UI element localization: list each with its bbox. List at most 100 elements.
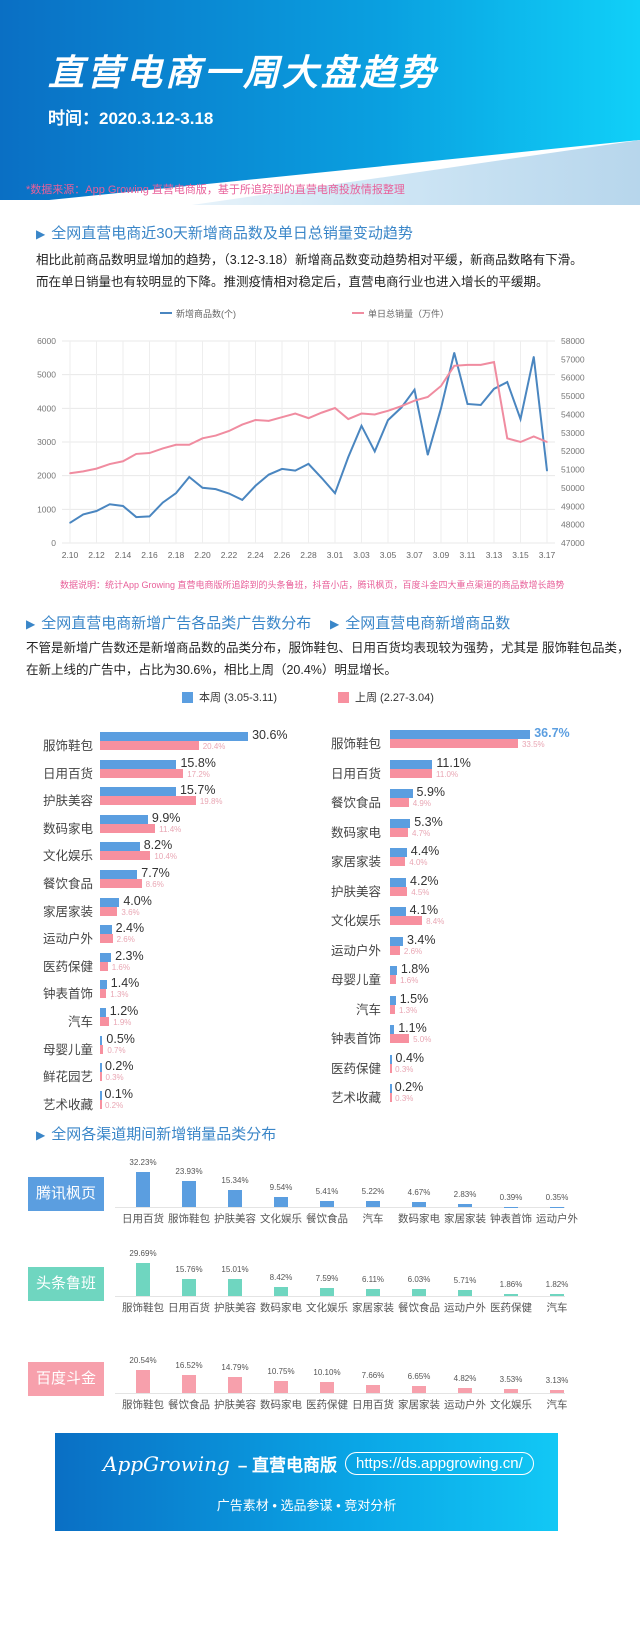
legend-swatch [338,691,349,703]
value-label-last-week: 5.0% [413,1035,432,1044]
x-tick: 2.24 [247,550,264,560]
legend-this-week: 本周 (3.05-3.11) [182,689,277,705]
y-right-tick: 52000 [561,446,585,456]
section-title: 全网直营电商新增广告各品类广告数分布 [41,615,312,632]
value-label-this-week: 0.1% [104,1086,133,1101]
value-label-this-week: 36.7% [534,726,570,740]
data-point [320,411,323,414]
category-label: 家居家装 [352,1302,394,1314]
column-bar [228,1190,242,1207]
bar-this-week [100,1008,106,1017]
value-label: 5.71% [453,1275,477,1285]
x-tick: 2.28 [300,550,317,560]
category-label: 护肤美容 [214,1399,256,1411]
data-point [373,450,376,453]
bar-this-week [100,925,112,935]
data-point [135,453,138,455]
value-label: 29.69% [129,1249,157,1259]
value-label: 1.82% [545,1279,569,1289]
data-point [281,468,283,470]
data-point [228,430,230,432]
bar-this-week [100,732,249,741]
value-label: 6.11% [361,1275,385,1285]
page-title: 直营电商一周大盘趋势 [48,52,439,93]
bar-last-week [100,1072,102,1082]
column-bar [412,1289,426,1296]
paragraph-line: 而在单日销量也有较明显的下降。推测疫情相对稳定后，直营电商行业也进入增长的平缓期… [36,275,549,289]
x-tick: 2.14 [115,550,132,560]
value-label-last-week: 19.8% [199,797,223,807]
y-left-tick: 5000 [37,370,56,380]
category-label: 数码家电 [42,821,93,836]
feature-list: 广告素材 • 选品参谋 • 竞对分析 [216,1498,397,1513]
value-label: 5.41% [315,1187,339,1197]
category-label: 护肤美容 [214,1302,256,1314]
column-bar [412,1201,426,1207]
data-point [519,418,522,420]
data-point [294,469,297,472]
legend-last-week: 上周 (2.27-3.04) [338,689,434,705]
column-bar [504,1293,518,1296]
data-point [307,463,310,465]
bar-this-week [390,1054,392,1064]
data-point [493,361,495,363]
channel-label-toutiao: 头条鲁班 [28,1267,104,1301]
data-point [532,356,535,358]
legend-swatch [182,691,193,703]
value-label: 8.42% [269,1272,293,1282]
bar-this-week [390,759,433,769]
category-label: 餐饮食品 [306,1213,348,1225]
time-range: 时间：2020.3.12-3.18 [48,109,214,128]
y-left-tick: 2000 [37,471,56,481]
data-point [135,516,138,518]
data-point [400,405,403,407]
value-label: 6.65% [407,1371,431,1381]
x-tick: 2.22 [221,550,238,560]
channel-label-baidu: 百度斗金 [28,1362,104,1396]
value-label-this-week: 15.8% [180,755,216,770]
data-point [347,456,350,458]
value-label-this-week: 1.4% [110,976,140,991]
distribution-description: 不管是新增广告数还是新增商品数的品类分布，服饰鞋包、日用百货均表现较为强势，尤其… [26,637,629,681]
data-point [161,447,164,450]
value-label-last-week: 2.6% [116,935,135,945]
y-right-tick: 50000 [561,483,585,493]
data-point [108,463,111,465]
chart-note: 数据说明：统计App Growing 直营电商版所追踪到的头条鲁班，抖音小店，腾… [60,580,565,590]
bar-last-week [100,823,156,833]
y-left-tick: 1000 [37,504,56,514]
data-point [413,399,416,402]
value-label-this-week: 30.6% [252,728,288,742]
data-point [466,403,469,405]
website-link[interactable]: https://ds.appgrowing.cn/ [345,1452,534,1475]
column-bar [550,1293,564,1296]
column-bar [228,1279,242,1296]
bar-last-week [390,916,423,925]
value-label-this-week: 0.5% [106,1031,135,1046]
data-point [95,510,98,512]
bar-this-week [100,814,148,824]
section-title: 全网各渠道期间新增销量品类分布 [51,1126,277,1143]
column-bar [366,1289,380,1296]
bar-this-week [390,995,396,1005]
bar-this-week [100,897,120,907]
y-left-tick: 6000 [37,336,56,346]
value-label: 2.83% [453,1189,477,1199]
bar-this-week [390,907,406,916]
data-point [360,425,363,427]
bar-last-week [390,1063,392,1073]
value-label-last-week: 2.6% [403,946,423,956]
legend-label: 本周 (3.05-3.11) [199,692,278,704]
bar-this-week [100,1090,102,1100]
bar-last-week [100,961,108,971]
y-right-tick: 53000 [561,428,585,438]
bar-last-week [100,796,196,806]
data-point [546,469,548,472]
column-bar [458,1289,472,1296]
x-tick: 3.01 [327,550,344,560]
value-label-this-week: 0.2% [104,1059,134,1074]
category-label: 汽车 [355,1002,381,1017]
section-title: 全网直营电商新增商品数 [345,615,511,632]
value-label-this-week: 0.2% [394,1080,424,1094]
category-label: 文化娱乐 [42,849,93,864]
